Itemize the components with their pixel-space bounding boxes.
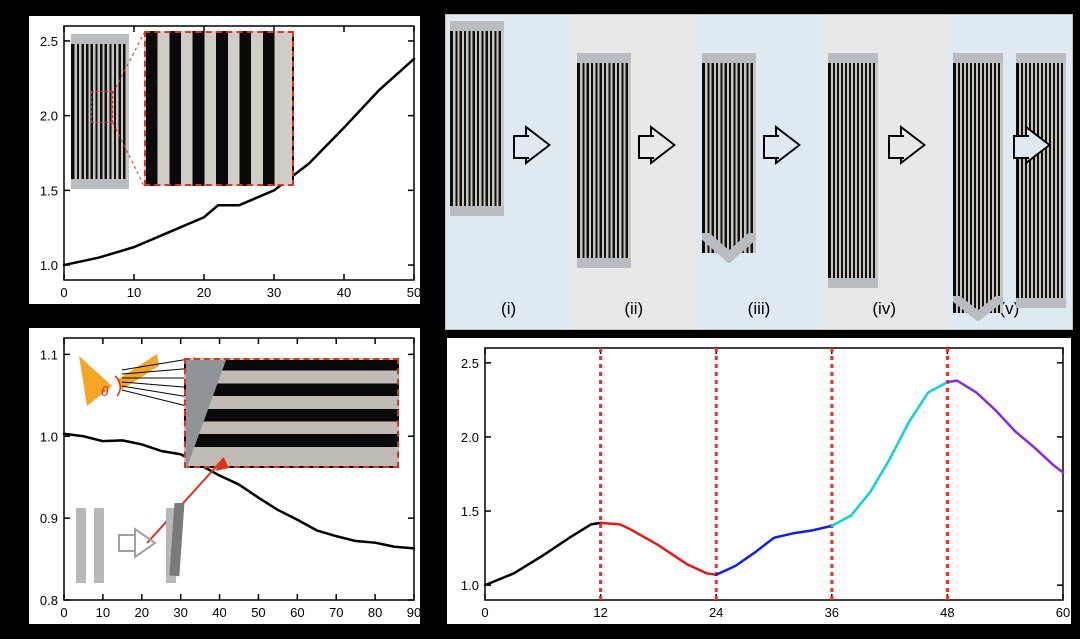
svg-text:0: 0 — [60, 285, 67, 300]
seq-arrow-5 — [1025, 125, 1051, 165]
seq-photo-0 — [450, 21, 504, 216]
svg-text:2.0: 2.0 — [461, 430, 479, 445]
chart-top-left: 010203040501.01.52.02.5 — [27, 14, 422, 306]
svg-text:10: 10 — [127, 285, 141, 300]
seq-photo-2 — [702, 53, 756, 253]
seq-arrow-3 — [775, 125, 801, 165]
svg-text:30: 30 — [267, 285, 281, 300]
svg-text:20: 20 — [197, 285, 211, 300]
seq-label-1: (i) — [459, 299, 559, 319]
svg-text:48: 48 — [940, 605, 954, 620]
seq-photo-1 — [577, 53, 631, 268]
svg-text:1.0: 1.0 — [461, 578, 479, 593]
seq-photo-5 — [1016, 53, 1066, 308]
svg-text:12: 12 — [593, 605, 607, 620]
seq-label-4: (iv) — [834, 299, 934, 319]
svg-text:1.5: 1.5 — [461, 504, 479, 519]
chart-bottom-left: 01020304050607080900.80.91.01.1 θ — [27, 326, 422, 626]
svg-text:24: 24 — [709, 605, 723, 620]
sequence-panel: (i) (ii) (iii) (iv) (v) — [445, 14, 1073, 330]
seq-arrow-2 — [650, 125, 676, 165]
svg-text:1.0: 1.0 — [40, 258, 58, 273]
seq-photo-4 — [953, 53, 1003, 313]
seq-label-3: (iii) — [709, 299, 809, 319]
seq-photo-3 — [828, 53, 878, 288]
seq-label-2: (ii) — [584, 299, 684, 319]
chart-right-svg: 0 12 24 36 48 60 1.0 1.5 2.0 2.5 — [447, 338, 1075, 628]
svg-text:50: 50 — [407, 285, 421, 300]
seq-arrow-4 — [900, 125, 926, 165]
seq-arrow-1 — [525, 125, 551, 165]
svg-text:2.5: 2.5 — [461, 356, 479, 371]
chart-right: 0 12 24 36 48 60 1.0 1.5 2.0 2.5 — [445, 336, 1073, 626]
svg-text:0: 0 — [481, 605, 488, 620]
svg-text:40: 40 — [337, 285, 351, 300]
svg-text:60: 60 — [1056, 605, 1070, 620]
shear-schematic — [71, 503, 211, 593]
zoom-connector-lines — [29, 16, 424, 216]
svg-text:36: 36 — [825, 605, 839, 620]
